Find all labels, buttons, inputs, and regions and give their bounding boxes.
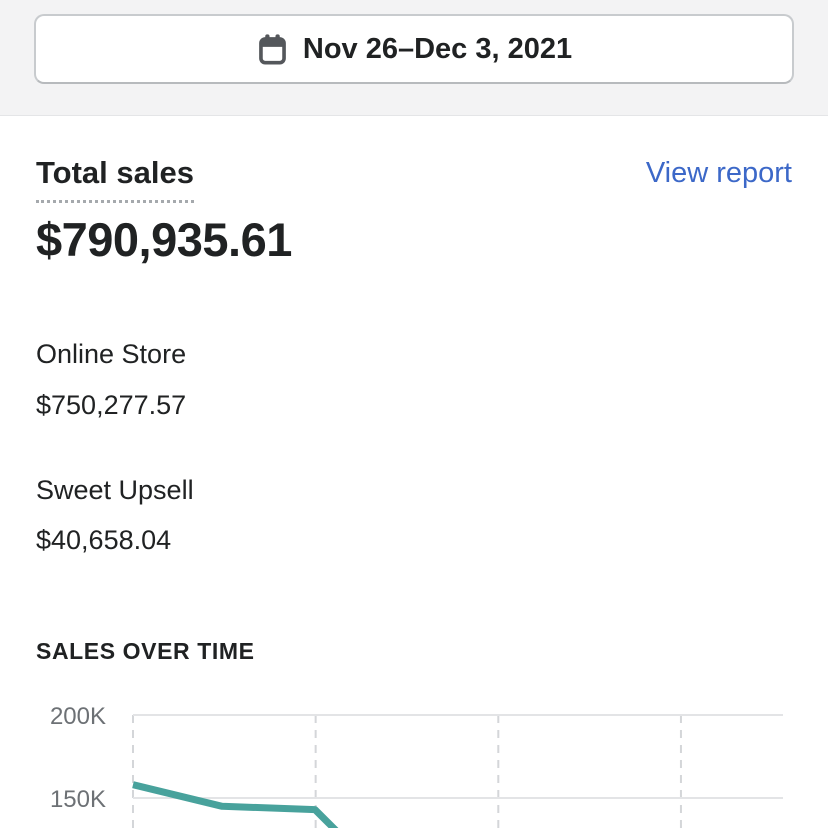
chart-section-title: SALES OVER TIME bbox=[36, 638, 255, 664]
date-range-button[interactable]: Nov 26–Dec 3, 2021 bbox=[34, 14, 794, 84]
view-report-link[interactable]: View report bbox=[645, 157, 792, 189]
header-band: Nov 26–Dec 3, 2021 bbox=[0, 0, 828, 116]
channel-name-online-store: Online Store bbox=[36, 339, 187, 369]
y-axis-tick-label: 200K bbox=[50, 703, 106, 730]
metric-title[interactable]: Total sales bbox=[36, 156, 194, 203]
channel-value-online-store: $750,277.57 bbox=[36, 390, 187, 420]
calendar-icon bbox=[259, 33, 286, 65]
y-axis-tick-label: 150K bbox=[50, 786, 106, 813]
channel-value-sweet-upsell: $40,658.04 bbox=[36, 525, 172, 555]
channel-name-sweet-upsell: Sweet Upsell bbox=[36, 475, 194, 505]
sales-line-series bbox=[132, 781, 339, 828]
sales-chart: 200K 150K bbox=[50, 703, 783, 828]
date-range-label: Nov 26–Dec 3, 2021 bbox=[302, 32, 573, 65]
metric-title-row: Total sales View report bbox=[36, 156, 792, 203]
total-sales-value: $790,935.61 bbox=[36, 213, 292, 266]
